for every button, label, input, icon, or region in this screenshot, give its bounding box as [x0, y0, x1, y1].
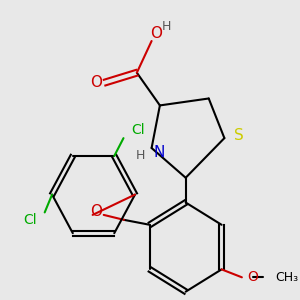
Text: O: O	[150, 26, 162, 40]
Text: CH₃: CH₃	[275, 271, 298, 284]
Text: Cl: Cl	[131, 123, 145, 137]
Text: O: O	[90, 75, 102, 90]
Text: H: H	[136, 149, 145, 162]
Text: S: S	[234, 128, 243, 142]
Text: O: O	[90, 204, 102, 219]
Text: N: N	[153, 146, 165, 160]
Text: O: O	[248, 270, 258, 284]
Text: H: H	[162, 20, 171, 33]
Text: Cl: Cl	[24, 213, 37, 227]
